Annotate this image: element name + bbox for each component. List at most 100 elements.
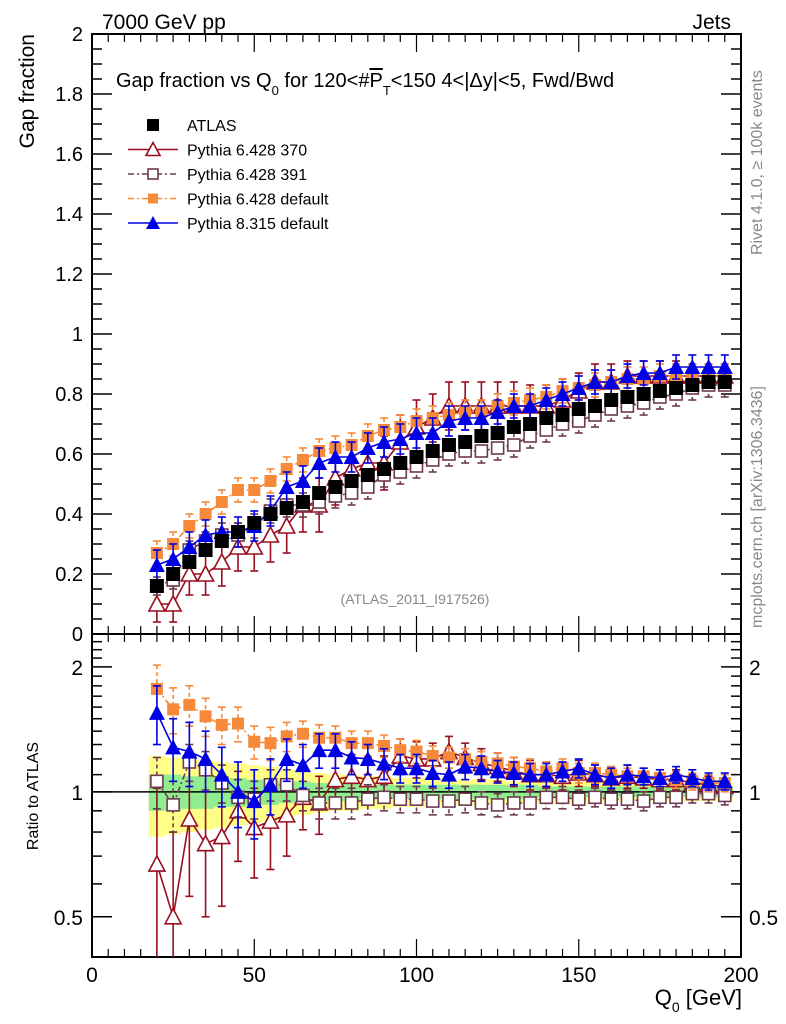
y-tick-label: 1 <box>72 324 83 346</box>
data-point <box>523 429 537 443</box>
x-tick-label: 150 <box>561 964 596 987</box>
data-point <box>653 790 667 805</box>
data-point <box>604 393 619 407</box>
data-point <box>148 557 165 572</box>
data-point <box>294 473 311 488</box>
y-tick-label: 0.8 <box>55 384 83 406</box>
data-point <box>231 525 246 539</box>
data-point <box>489 763 506 779</box>
data-point <box>328 480 343 494</box>
data-point <box>311 742 328 758</box>
data-point <box>147 854 167 872</box>
data-point <box>523 796 537 810</box>
data-point <box>586 766 603 782</box>
data-point <box>197 750 214 766</box>
data-point <box>232 484 245 496</box>
x-tick-label: 50 <box>243 964 266 987</box>
data-point <box>277 805 297 823</box>
data-point <box>717 375 732 389</box>
data-point <box>279 501 294 515</box>
data-point <box>669 790 683 805</box>
mcplots-label: mcplots.cern.ch [arXiv:1306.3436] <box>749 386 766 628</box>
data-point <box>312 486 327 500</box>
data-point <box>359 440 376 455</box>
data-point <box>604 792 619 806</box>
data-point <box>490 798 505 812</box>
data-point <box>278 750 295 766</box>
data-point <box>377 790 391 805</box>
data-point <box>425 794 440 808</box>
data-point <box>327 449 344 464</box>
data-point <box>554 386 571 401</box>
data-point <box>716 773 733 789</box>
data-point <box>409 450 424 464</box>
data-point <box>199 710 212 723</box>
data-point <box>586 374 603 389</box>
data-point <box>343 749 360 765</box>
header-right: Jets <box>692 11 731 34</box>
data-point <box>619 368 636 383</box>
data-point <box>215 718 228 731</box>
data-point <box>246 793 263 809</box>
data-point <box>213 766 230 782</box>
ratio-y-tick-label: 2 <box>71 657 83 680</box>
data-point <box>247 516 262 530</box>
data-point <box>425 444 440 458</box>
data-point <box>440 766 457 782</box>
data-point <box>523 417 538 431</box>
data-point <box>180 564 199 582</box>
data-point <box>651 769 668 785</box>
data-point <box>166 567 181 581</box>
y-tick-label: 1.4 <box>55 204 83 226</box>
ratio-y-tick-label-right: 0.5 <box>749 907 778 930</box>
data-point <box>183 520 196 532</box>
data-point <box>377 462 392 476</box>
x-tick-label: 200 <box>723 964 758 987</box>
data-point <box>230 783 247 799</box>
data-point <box>196 564 215 582</box>
data-point <box>473 760 490 776</box>
data-point <box>507 796 521 810</box>
y-tick-label: 1.6 <box>55 144 83 166</box>
data-point <box>261 811 280 829</box>
data-point <box>359 750 376 766</box>
data-point <box>539 790 554 805</box>
data-point <box>700 359 717 374</box>
data-point <box>716 359 733 374</box>
series-atlas <box>149 375 732 593</box>
data-point <box>232 717 245 730</box>
data-point <box>424 425 441 440</box>
data-point <box>394 744 407 757</box>
data-point <box>458 792 472 806</box>
main-y-axis-title: Gap fraction <box>16 34 39 148</box>
y-tick-label: 0.4 <box>55 504 83 526</box>
data-point <box>588 790 602 805</box>
main-title: Gap fraction vs Q0 for 120<#PT<150 4<|Δy… <box>116 70 614 98</box>
data-point <box>458 435 473 449</box>
data-point <box>196 833 215 852</box>
legend-marker <box>146 216 160 229</box>
data-point <box>149 579 164 593</box>
data-point <box>344 474 359 488</box>
data-point <box>636 794 651 808</box>
data-point <box>635 768 652 784</box>
legend-entry-pythia-6-428-370: Pythia 6.428 370 <box>128 140 307 160</box>
data-point <box>587 399 602 413</box>
data-point <box>392 760 409 776</box>
data-point <box>684 359 701 374</box>
data-point <box>328 796 343 810</box>
data-point <box>148 704 165 720</box>
data-point <box>163 907 183 925</box>
data-point <box>344 796 359 810</box>
data-point <box>701 375 716 389</box>
data-point <box>636 387 651 401</box>
data-point <box>393 792 408 806</box>
data-point <box>490 441 505 455</box>
data-point <box>474 429 489 443</box>
data-point <box>264 737 277 750</box>
data-point <box>603 374 620 389</box>
data-point <box>182 555 197 569</box>
header-left: 7000 GeV pp <box>102 11 226 34</box>
x-axis-title: Q0 [GeV] <box>655 985 742 1015</box>
y-tick-label: 1.2 <box>55 264 83 286</box>
